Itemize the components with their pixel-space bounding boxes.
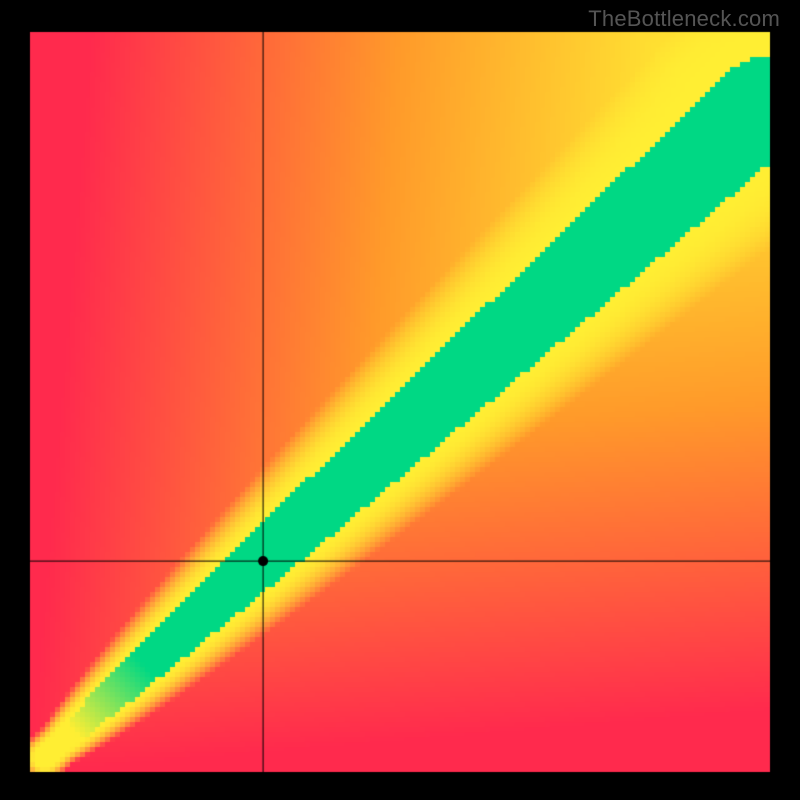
heatmap-canvas	[0, 0, 800, 800]
watermark-text: TheBottleneck.com	[588, 6, 780, 32]
chart-container: TheBottleneck.com	[0, 0, 800, 800]
